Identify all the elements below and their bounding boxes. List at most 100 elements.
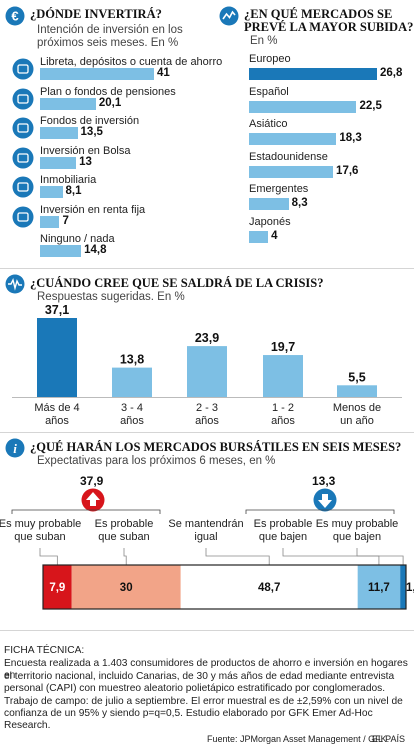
bolsa-value: 11,7: [368, 582, 390, 594]
market-value: 4: [271, 229, 278, 242]
bolsa-segment: [400, 565, 406, 609]
down-bracket: [245, 509, 395, 514]
bolsa-connector: [282, 548, 380, 565]
crisis-bar: [187, 346, 227, 397]
invest-bar: [40, 127, 78, 139]
svg-text:€: €: [11, 9, 18, 24]
invest-value: 20,1: [98, 96, 122, 109]
crisis-category: 1 - 2: [272, 402, 294, 414]
ficha-line: Encuesta realizada a 1.403 consumidores …: [4, 658, 408, 682]
crisis-value: 19,7: [271, 340, 295, 354]
bolsa-value: 7,9: [49, 582, 65, 594]
crisis-category: años: [271, 415, 295, 427]
crisis-category: Más de 4: [34, 402, 79, 414]
crisis-title: ¿CUÁNDO CREE QUE SE SALDRÁ DE LA CRISIS?: [30, 276, 324, 290]
svg-text:i: i: [13, 441, 17, 456]
invest-value: 8,1: [65, 185, 82, 197]
bolsa-connector: [205, 548, 270, 565]
invest-label: Plan o fondos de pensiones: [40, 85, 176, 98]
euro-coin-icon: [12, 147, 34, 168]
bolsa-category: que bajen: [259, 531, 307, 543]
bolsa-connector: [39, 548, 58, 565]
bolsa-value: 30: [120, 582, 133, 594]
bolsa-category: Es probable: [95, 518, 154, 530]
market-label: Europeo: [249, 53, 291, 65]
bolsa-category: Se mantendrán: [168, 518, 243, 530]
crisis-value: 37,1: [45, 303, 69, 317]
crisis-category: Menos de: [333, 402, 381, 414]
bolsa-subtitle: Expectativas para los próximos 6 meses, …: [37, 455, 276, 467]
invest-bar: [40, 186, 63, 198]
market-label: Emergentes: [249, 183, 309, 195]
ficha-line: personal (CAPI) con muestreo aleatorio p…: [4, 683, 386, 694]
markets-title-2: PREVÉ LA MAYOR SUBIDA?: [244, 20, 414, 34]
bolsa-category: Es muy probable: [0, 518, 81, 530]
invest-value: 13,5: [80, 126, 103, 138]
invest-subtitle: Intención de inversión en los próximos s…: [37, 24, 183, 49]
arrow-up-icon: [81, 488, 105, 512]
invest-label: Inmobiliaria: [40, 174, 97, 186]
pulse-circle-icon: [5, 274, 25, 294]
credit: EL PAÍS: [372, 734, 406, 744]
bolsa-category: que bajen: [333, 531, 381, 543]
down-total: 13,3: [312, 474, 336, 488]
chart-icon: [12, 117, 34, 139]
market-value: 22,5: [359, 99, 382, 112]
invest-bar: [40, 68, 154, 80]
market-bar: [249, 68, 377, 80]
up-bracket: [11, 509, 161, 514]
bolsa-value: 48,7: [258, 582, 280, 594]
arrow-down-icon: [313, 488, 337, 512]
bolsa-segment: [180, 565, 358, 609]
crisis-value: 5,5: [348, 370, 365, 384]
invest-bar: [40, 97, 96, 110]
piggy-bank-icon: [12, 58, 34, 80]
market-value: 8,3: [291, 197, 308, 209]
bolsa-title: ¿QUÉ HARÁN LOS MERCADOS BURSÁTILES EN SE…: [30, 440, 402, 454]
bolsa-category: igual: [194, 531, 217, 543]
invest-value: 14,8: [84, 244, 107, 256]
market-value: 18,3: [339, 132, 362, 144]
invest-value: 7: [62, 214, 69, 227]
market-bar: [249, 230, 269, 243]
invest-bar: [40, 245, 82, 257]
crisis-category: años: [45, 415, 69, 427]
market-bar: [249, 100, 357, 113]
invest-bar: [40, 156, 77, 169]
crisis-bar: [112, 367, 152, 397]
market-label: Japonés: [249, 215, 291, 228]
invest-label: Libreta, depósitos o cuenta de ahorro: [40, 56, 223, 68]
building-icon: [12, 176, 34, 198]
bolsa-category: que suban: [98, 531, 149, 543]
crisis-category: años: [195, 415, 219, 427]
invest-bar: [40, 215, 60, 228]
bolsa-segment: [43, 565, 72, 609]
market-label: Asiático: [249, 118, 288, 130]
crisis-category: 3 - 4: [121, 402, 143, 414]
ficha-line: el territorio nacional, incluido Canaria…: [4, 670, 395, 682]
markets-subtitle: En %: [250, 35, 278, 47]
crisis-bar: [337, 385, 377, 397]
invest-label: Fondos de inversión: [40, 115, 140, 127]
market-bar: [249, 198, 289, 210]
bolsa-connector: [356, 548, 404, 565]
bolsa-segment: [357, 565, 401, 609]
bolsa-category: que suban: [14, 531, 65, 543]
crisis-category: un año: [340, 415, 374, 427]
divider-1: [0, 268, 414, 269]
market-value: 26,8: [380, 67, 403, 79]
invest-label: Inversión en Bolsa: [40, 144, 131, 157]
invest-value: 13: [79, 155, 92, 168]
divider-3: [0, 630, 414, 631]
crisis-bar: [37, 318, 77, 397]
pension-icon: [12, 88, 34, 109]
invest-label: Ninguno / nada: [40, 233, 115, 245]
info-circle-icon: i: [5, 438, 25, 458]
market-bar: [249, 133, 337, 145]
crisis-subtitle: Respuestas sugeridas. En %: [37, 291, 185, 303]
fixed-income-icon: [12, 206, 34, 227]
ficha-line: confianza de un 95% y siendo p=q=0,5. Es…: [4, 708, 373, 732]
euro-circle-icon: €: [5, 6, 25, 26]
bolsa-value: 1,6: [406, 582, 414, 594]
